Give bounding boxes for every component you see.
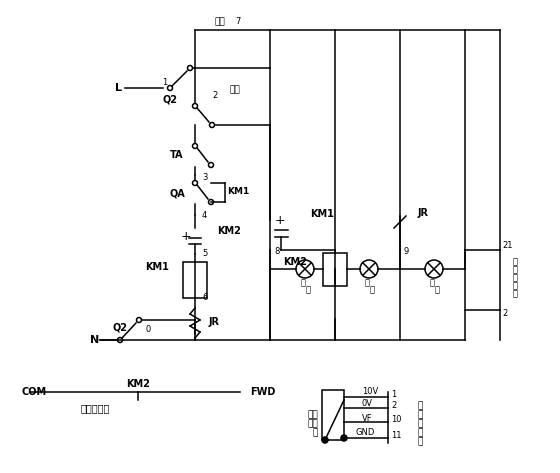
Text: 表: 表	[312, 429, 318, 438]
Text: +: +	[181, 229, 192, 243]
Text: Q2: Q2	[113, 323, 128, 333]
Text: 变: 变	[512, 257, 517, 266]
Text: 障: 障	[435, 286, 440, 295]
Text: KM1: KM1	[145, 262, 169, 272]
Circle shape	[322, 437, 328, 443]
Text: +: +	[275, 213, 286, 227]
Text: 1: 1	[162, 79, 167, 88]
Text: KM1: KM1	[227, 187, 249, 196]
Text: 子: 子	[512, 289, 517, 298]
Text: 0: 0	[146, 325, 151, 334]
Text: 2: 2	[391, 401, 396, 410]
Bar	[322, 390, 344, 440]
Text: 工频: 工频	[230, 86, 240, 95]
Text: 工: 工	[301, 279, 306, 288]
Text: Q2: Q2	[162, 95, 178, 105]
Text: 7: 7	[235, 18, 241, 26]
Text: 21: 21	[502, 242, 512, 251]
Text: FWD: FWD	[250, 387, 276, 397]
Text: L: L	[115, 83, 123, 93]
Text: 频: 频	[417, 411, 423, 420]
Text: KM2: KM2	[126, 379, 150, 389]
Text: 3: 3	[202, 174, 207, 183]
Text: VF: VF	[362, 413, 372, 422]
Text: 4: 4	[202, 210, 207, 219]
Text: 1: 1	[391, 389, 396, 398]
Text: 故: 故	[430, 279, 435, 288]
Text: 9: 9	[404, 247, 409, 256]
Text: COM: COM	[22, 387, 47, 397]
Text: N: N	[90, 335, 100, 345]
Text: 10: 10	[391, 414, 402, 423]
Text: 频: 频	[370, 286, 375, 295]
Text: 远传: 远传	[307, 411, 318, 420]
Text: KM1: KM1	[310, 209, 334, 219]
Text: 端: 端	[417, 429, 423, 438]
Text: GND: GND	[355, 428, 375, 437]
Text: 器: 器	[417, 420, 423, 429]
Text: 变: 变	[365, 279, 370, 288]
Text: 频: 频	[306, 286, 310, 295]
Text: 子: 子	[417, 438, 423, 447]
Text: 器: 器	[512, 273, 517, 282]
Text: 变频: 变频	[214, 18, 225, 26]
Text: 11: 11	[391, 430, 402, 439]
Text: 频: 频	[512, 265, 517, 274]
Text: TA: TA	[170, 150, 184, 160]
Text: 6: 6	[202, 294, 207, 303]
Text: JR: JR	[418, 208, 429, 218]
Text: KM2: KM2	[217, 226, 241, 236]
Circle shape	[341, 435, 347, 441]
Text: KM2: KM2	[283, 257, 307, 267]
Bar	[323, 253, 347, 286]
Bar	[183, 262, 207, 298]
Text: 10V: 10V	[362, 386, 378, 395]
Text: 变频器端子: 变频器端子	[80, 403, 110, 413]
Text: 变: 变	[417, 402, 423, 411]
Text: 端: 端	[512, 281, 517, 290]
Text: 8: 8	[274, 247, 279, 256]
Text: 0V: 0V	[362, 398, 373, 408]
Text: 2: 2	[502, 309, 507, 318]
Text: 5: 5	[202, 249, 207, 259]
Text: 2: 2	[212, 91, 218, 100]
Text: JR: JR	[209, 317, 220, 327]
Text: 压力: 压力	[307, 420, 318, 429]
Text: QA: QA	[169, 188, 185, 198]
